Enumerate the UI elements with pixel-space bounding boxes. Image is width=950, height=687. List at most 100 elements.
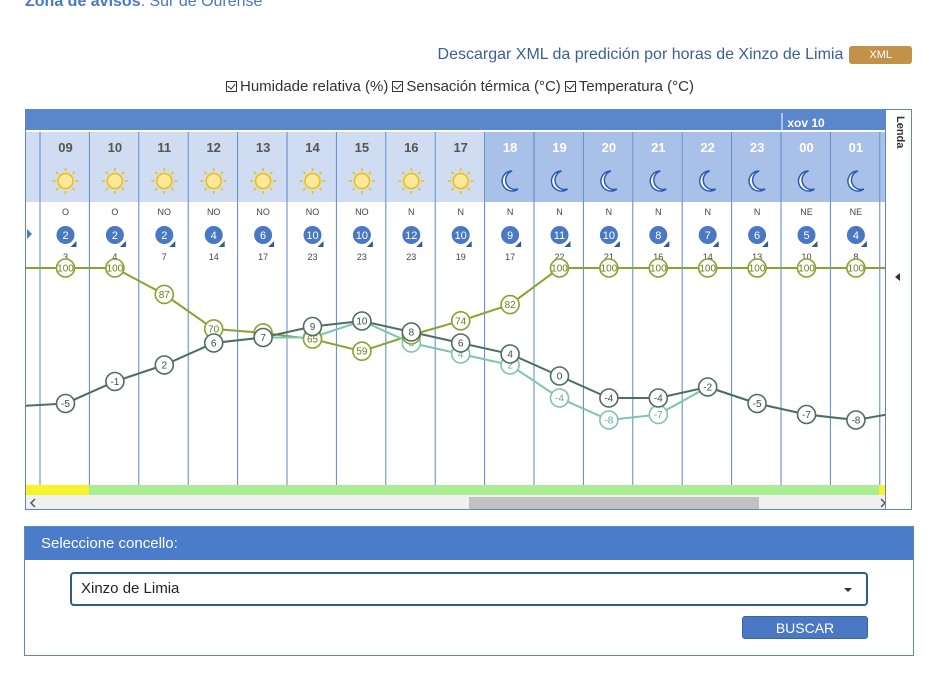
- municipality-selector-panel: Seleccione concello: Xinzo de Limia BUSC…: [24, 526, 914, 656]
- temperature-point-label: 6: [211, 339, 217, 350]
- wind-gust: 10: [801, 252, 811, 262]
- temperature-point-label: 6: [458, 339, 464, 350]
- moon-icon: [748, 170, 766, 192]
- wind-speed: 2: [62, 230, 68, 242]
- toggle-humidity-label: Humidade relativa (%): [240, 77, 389, 95]
- humidity-point: [747, 258, 767, 278]
- temperature-point: [796, 404, 817, 425]
- wind-gust: 7: [162, 252, 167, 262]
- wind-speed: 9: [507, 230, 513, 242]
- wind-direction: N: [606, 207, 613, 217]
- wind-speed: 10: [603, 230, 615, 242]
- hourly-forecast-chart[interactable]: xov 10 09 O 2 3 10 O 2 4 11 NO 2 7 12 NO 4 14 13 NO 6 17 14 NO…: [25, 109, 886, 510]
- wind-badge: [698, 226, 717, 244]
- wind-arrow-icon: [663, 241, 670, 247]
- moon-icon: [550, 170, 568, 192]
- toggle-humidity[interactable]: Humidade relativa (%): [226, 78, 388, 95]
- hour-cell: [89, 132, 139, 202]
- wind-gust: 17: [505, 252, 515, 262]
- color-bar-yellow: [879, 485, 885, 495]
- moon-icon: [600, 170, 618, 192]
- wind-badge: [649, 226, 668, 244]
- hour-cell: [139, 132, 188, 202]
- hour-label: 15: [355, 140, 369, 155]
- temperature-point: [154, 355, 175, 375]
- humidity-point-label: 87: [159, 290, 171, 301]
- humidity-point: [549, 258, 570, 278]
- scrollbar-thumb[interactable]: [469, 497, 759, 509]
- temperature-point: [500, 344, 520, 364]
- municipality-select[interactable]: Xinzo de Limia: [70, 572, 868, 606]
- feels-like-point-label: -4: [555, 394, 564, 405]
- wind-direction: NO: [256, 207, 270, 217]
- feels-like-point-label: 4: [458, 350, 464, 361]
- humidity-point: [599, 258, 619, 278]
- wind-direction: O: [62, 207, 69, 217]
- hour-label: 00: [799, 140, 813, 155]
- wind-direction: O: [111, 207, 118, 217]
- toggle-temperature[interactable]: Temperatura (°C): [564, 78, 694, 95]
- checkbox-icon[interactable]: [226, 80, 237, 92]
- municipality-select-value: Xinzo de Limia: [81, 580, 180, 597]
- wind-direction: N: [507, 207, 513, 217]
- wind-badge: [501, 226, 520, 244]
- scroll-left-icon[interactable]: [29, 498, 36, 508]
- expand-legend-icon[interactable]: [895, 273, 900, 281]
- wind-badge: [56, 226, 75, 244]
- scroll-right-icon[interactable]: [880, 498, 885, 508]
- hour-cell: [386, 132, 435, 202]
- search-button[interactable]: BUSCAR: [742, 616, 868, 639]
- wind-badge: [748, 226, 767, 244]
- wind-gust: 14: [703, 252, 713, 262]
- wind-arrow-icon: [465, 241, 472, 247]
- wind-direction: N: [655, 207, 662, 217]
- sun-icon: [200, 168, 227, 194]
- wind-speed: 5: [803, 230, 809, 242]
- wind-badge: [105, 226, 124, 244]
- humidity-point-label: 82: [505, 300, 517, 311]
- chart-canvas: xov 1009O2310O2411NO2712NO41413NO61714NO…: [26, 110, 885, 509]
- wind-arrow-icon: [169, 241, 176, 247]
- wind-speed: 10: [306, 230, 318, 242]
- wind-arrow-icon: [317, 241, 324, 247]
- warning-zone-label: Zona de avisos: [25, 0, 141, 10]
- legend-panel[interactable]: Lenda: [886, 109, 912, 510]
- sun-icon: [447, 168, 474, 194]
- legend-panel-label: Lenda: [894, 116, 906, 149]
- humidity-point-label: 70: [208, 324, 220, 335]
- wind-direction: NE: [850, 207, 863, 217]
- wind-arrow-icon: [564, 241, 571, 247]
- hour-cell: [435, 132, 485, 202]
- wind-badge: [451, 226, 470, 244]
- temperature-point-label: 7: [260, 333, 266, 344]
- feels-like-point-label: 2: [507, 361, 513, 372]
- moon-icon: [501, 170, 519, 192]
- day-label: xov 10: [787, 116, 825, 130]
- hour-label: 13: [256, 140, 270, 155]
- wind-speed: 4: [211, 230, 217, 242]
- humidity-point-label: 74: [455, 316, 467, 327]
- hour-cell: [336, 132, 386, 202]
- humidity-point: [154, 284, 175, 305]
- humidity-point-label: 100: [848, 264, 865, 275]
- humidity-point-label: 100: [749, 264, 766, 275]
- temperature-point-label: 10: [356, 317, 368, 328]
- wind-gust: 3: [63, 252, 68, 262]
- temperature-point: [648, 388, 669, 408]
- wind-arrow-icon: [119, 241, 126, 247]
- hour-label: 19: [552, 140, 566, 155]
- checkbox-icon[interactable]: [392, 80, 404, 92]
- wind-badge: [846, 226, 865, 244]
- xml-download-link[interactable]: Descargar XML da predición por horas de …: [437, 46, 844, 63]
- temperature-point: [450, 333, 471, 353]
- wind-gust: 19: [456, 252, 466, 262]
- xml-badge-button[interactable]: XML: [849, 46, 912, 64]
- checkbox-icon[interactable]: [564, 80, 576, 92]
- humidity-point-label: 100: [57, 264, 74, 275]
- hour-label: 23: [750, 140, 764, 155]
- wind-direction: NO: [306, 207, 320, 217]
- hour-cell: [880, 132, 885, 202]
- toggle-feels-like[interactable]: Sensación térmica (°C): [392, 78, 561, 95]
- feels-like-point-label: -8: [604, 416, 613, 427]
- temperature-point-label: -8: [851, 416, 860, 427]
